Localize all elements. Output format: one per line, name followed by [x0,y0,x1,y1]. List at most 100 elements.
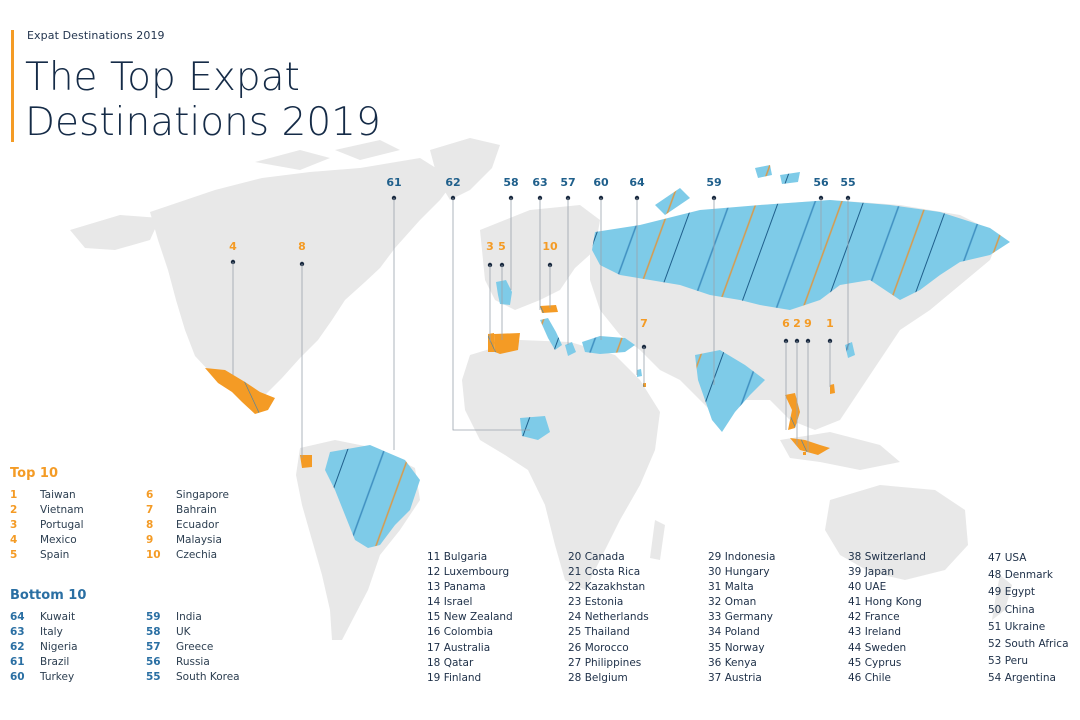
map-rank-label: 60 [593,176,609,189]
alaska-land [70,215,160,250]
rank-number: 5 [10,549,18,561]
rank-row: 5 Spain [10,548,84,563]
ranking-entry: 12 Luxembourg [427,566,510,579]
new-zealand-land [992,575,1012,620]
ranking-entry: 15 New Zealand [427,611,513,624]
greece-shape [565,342,576,356]
ranking-entry: 27 Philippines [568,656,642,669]
malaysia-shape [790,438,830,455]
ranking-entry: 39 Japan [848,566,894,579]
rank-number: 55 [146,671,161,683]
map-rank-label: 62 [445,176,460,189]
title-line-1: The Top Expat [25,55,300,100]
rank-number: 61 [10,656,25,668]
ranking-entry: 23 Estonia [568,596,624,609]
rank-row: 9 Malaysia [146,533,229,548]
turkey-shape [582,336,635,354]
ranks-29-37: 29 Indonesia 30 Hungary 31 Malta 32 Oman 33 … [708,550,775,686]
bottom10-list-col1: 64 Kuwait 63 Italy 62 Nigeria 61 Brazil 60 Turkey [10,610,78,685]
ranking-entry: 29 Indonesia [708,551,776,563]
page-title: The Top Expat Destinations 2019 [25,55,381,145]
ranking-entry: 50 China [988,603,1035,616]
rank-row: 62 Nigeria [10,640,78,655]
ranking-entry: 13 Panama [427,581,486,594]
spain-shape [494,333,520,354]
rank-number: 59 [146,611,161,623]
russia-shape [592,200,1010,310]
indonesia-land [780,432,900,470]
ranking-entry: 52 South Africa [988,637,1069,650]
rank-row: 7 Bahrain [146,503,229,518]
rank-number: 64 [10,611,25,623]
ranking-entry: 25 Thailand [568,626,630,639]
ranking-entry: 16 Colombia [427,626,494,639]
country-name: Portugal [40,519,84,531]
rank-row: 57 Greece [146,640,240,655]
map-rank-label: 57 [560,176,575,189]
top10-list-col1: 1 Taiwan 2 Vietnam 3 Portugal 4 Mexico 5 Spain [10,488,84,563]
rank-number: 2 [10,504,18,516]
greenland-land [430,138,500,200]
ranking-entry: 36 Kenya [708,656,757,669]
map-rank-label: 2 [793,317,801,330]
map-rank-label: 6 [782,317,790,330]
mexico-shape [205,368,275,414]
rank-row: 63 Italy [10,625,78,640]
india-shape [695,350,765,432]
ranking-entry: 43 Ireland [848,626,902,639]
ranking-entry: 21 Costa Rica [568,566,641,579]
ranks-20-28: 20 Canada 21 Costa Rica 22 Kazakhstan 23 Es… [568,550,649,686]
nigeria-shape [520,416,550,440]
title-line-2: Destinations 2019 [25,100,381,145]
country-name: Russia [176,656,210,668]
rank-row: 2 Vietnam [10,503,84,518]
ranking-entry: 41 Hong Kong [848,596,922,609]
title-accent-bar [11,30,14,142]
rank-number: 7 [146,504,154,516]
ranking-entry: 22 Kazakhstan [568,581,646,594]
rank-row: 64 Kuwait [10,610,78,625]
country-name: Ecuador [176,519,219,531]
north-america-land [150,158,455,402]
country-name: Bahrain [176,504,217,516]
map-rank-label: 1 [826,317,834,330]
map-rank-label: 59 [706,176,721,189]
ranking-entry: 28 Belgium [568,671,628,684]
country-name: Taiwan [40,489,76,501]
bottom10-list-col2: 59 India 58 UK 57 Greece 56 Russia 55 South Korea [146,610,240,685]
map-rank-label: 58 [503,176,518,189]
map-rank-label: 61 [386,176,401,189]
map-rank-label: 4 [229,240,237,253]
ranking-entry: 18 Qatar [427,656,474,669]
rank-number: 4 [10,534,18,546]
rank-number: 56 [146,656,161,668]
country-name: Vietnam [40,504,84,516]
rank-number: 58 [146,626,161,638]
vietnam-shape [785,393,800,430]
bottom10-countries [325,165,1010,548]
ranking-entry: 44 Sweden [848,641,907,654]
ranking-entry: 38 Switzerland [848,551,926,563]
ranking-entry: 51 Ukraine [988,620,1046,633]
russia-islands [655,165,800,215]
ranking-entry: 33 Germany [708,611,773,624]
page-subtitle: Expat Destinations 2019 [27,29,165,42]
ranking-entry: 45 Cyprus [848,656,902,669]
rank-number: 57 [146,641,161,653]
rank-number: 6 [146,489,154,501]
map-rank-label: 64 [629,176,645,189]
rank-number: 8 [146,519,154,531]
bottom10-title: Bottom 10 [10,588,87,603]
rank-row: 4 Mexico [10,533,84,548]
uk-shape [496,280,512,305]
ranking-entry: 53 Peru [988,655,1029,668]
top10-list-col2: 6 Singapore 7 Bahrain 8 Ecuador 9 Malaysia 10 Cze… [146,488,229,563]
ranking-entry: 11 Bulgaria [427,551,488,563]
map-rank-label: 9 [804,317,812,330]
ranks-47-54: 47 USA 48 Denmark 49 Egypt 50 China 51 Ukrai… [988,550,1069,688]
rank-number: 62 [10,641,25,653]
africa-land [462,340,660,590]
ranking-entry: 46 Chile [848,671,891,684]
map-leader-lines: 61 62 58 63 57 60 64 59 56 554 8 3 5 107 6 2 9 1 [229,176,856,458]
